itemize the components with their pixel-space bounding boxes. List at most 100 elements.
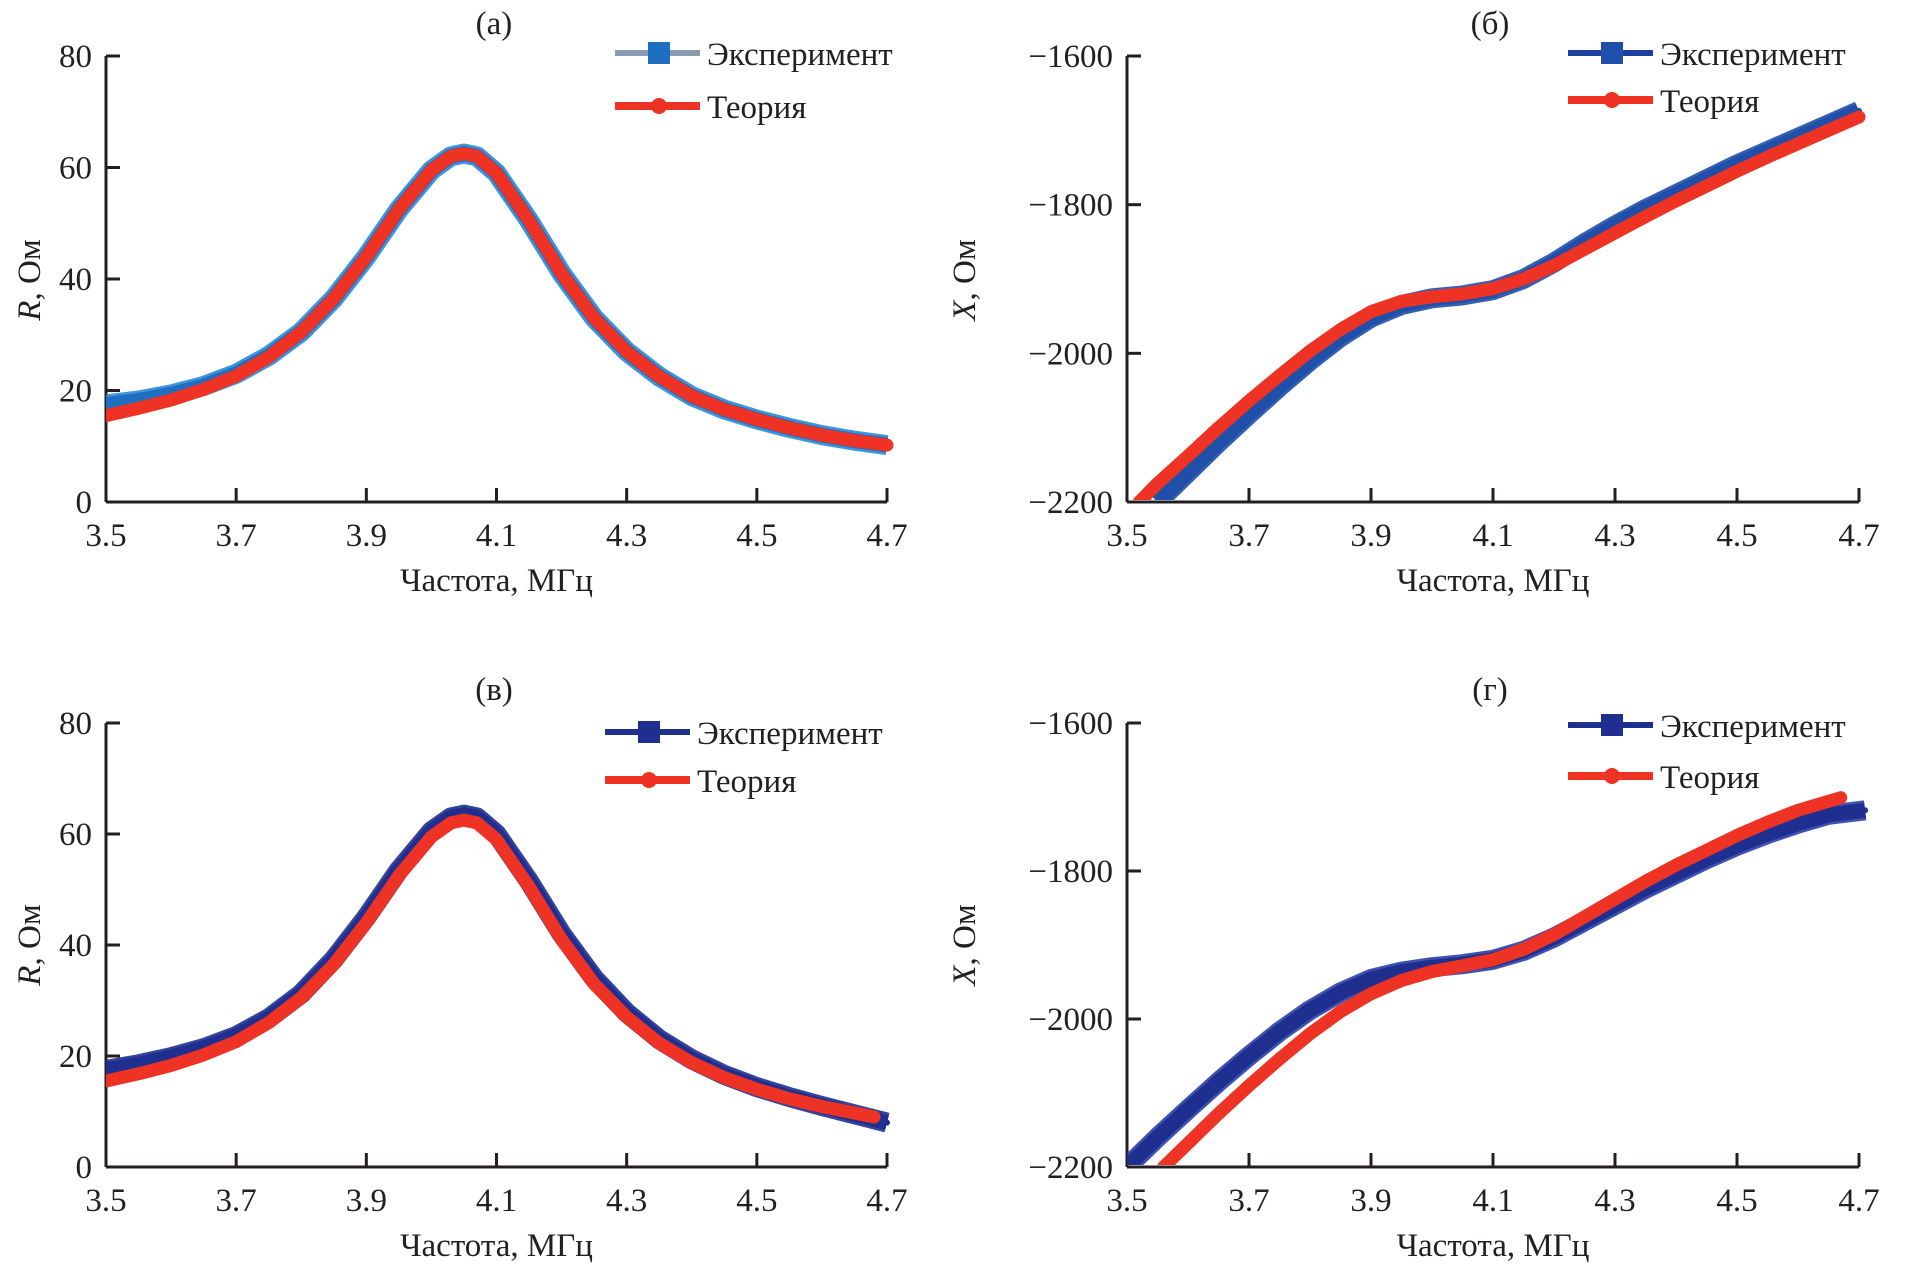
x-tick-label: 3.7	[1228, 518, 1269, 554]
theory-point	[1612, 896, 1618, 902]
theory-point	[526, 218, 532, 223]
theory-point	[1643, 214, 1648, 220]
panel-1: (а) 3.5 3.7 3.9 4.1 4.3 4.5 4.7 0 20 40 60 80 Частота…	[12, 6, 908, 599]
theory-point	[1338, 1009, 1343, 1015]
theory-point	[448, 153, 454, 159]
theory-point	[1582, 246, 1587, 252]
panel-3: (в) 3.5 3.7 3.9 4.1 4.3 4.5 4.7 0 20 40 60 80 Частота…	[12, 672, 908, 1264]
experiment-point	[1246, 411, 1252, 418]
series-theory-line	[106, 147, 894, 452]
theory-point	[1612, 230, 1618, 236]
theory-point	[1368, 991, 1374, 997]
theory-point	[1185, 453, 1191, 459]
y-tick-label: −2000	[1028, 336, 1113, 372]
theory-point	[754, 1086, 760, 1092]
theory-point	[1368, 309, 1374, 315]
theory-point	[1582, 914, 1587, 920]
theory-point	[624, 1014, 630, 1020]
theory-point	[754, 417, 760, 422]
y-tick-label: 60	[59, 817, 92, 853]
x-tick-label: 3.5	[85, 1183, 126, 1219]
theory-point	[1246, 1083, 1252, 1089]
theory-point	[233, 1039, 239, 1045]
theory-point	[1643, 878, 1648, 884]
y-tick-label: 60	[59, 151, 92, 187]
experiment-point	[1734, 842, 1740, 849]
legend-theory-marker	[641, 772, 657, 788]
theory-point	[494, 170, 499, 176]
x-tick-label: 4.7	[1838, 518, 1879, 554]
y-axis-unit: , Ом	[12, 239, 48, 300]
y-axis-title: R, Ом	[12, 904, 48, 987]
theory-point	[1277, 373, 1282, 379]
y-tick-label: −1800	[1028, 854, 1113, 890]
theory-point	[106, 1078, 109, 1084]
theory-point	[1551, 263, 1557, 269]
y-tick-label: −2000	[1028, 1002, 1113, 1038]
y-axis-variable: X	[947, 964, 983, 988]
y-tick-label: 40	[59, 262, 92, 298]
theory-point	[298, 995, 304, 1001]
legend-theory-marker	[1604, 92, 1620, 108]
theory-point	[1399, 298, 1404, 304]
legend-experiment-marker	[648, 42, 670, 64]
x-tick-label: 4.3	[606, 518, 647, 554]
panel-4: (г) 3.5 3.7 3.9 4.1 4.3 4.5 4.7 −2200 −2000 −1800 −…	[947, 672, 1880, 1264]
legend-experiment-label: Эксперимент	[697, 716, 883, 752]
experiment-point	[106, 1066, 109, 1073]
theory-point	[656, 374, 662, 380]
x-axis-title: Частота, МГц	[1397, 1228, 1590, 1264]
theory-point	[266, 1020, 272, 1026]
experiment-point	[1185, 469, 1191, 476]
x-tick-label: 3.7	[1228, 1183, 1269, 1219]
legend-theory-label: Теория	[707, 90, 806, 126]
theory-point	[396, 206, 402, 212]
experiment-point	[135, 1061, 142, 1068]
theory-point	[1307, 1031, 1313, 1037]
theory-point	[331, 296, 337, 301]
y-tick-label: 80	[59, 39, 92, 75]
plot-area	[106, 143, 894, 456]
x-tick-label: 4.5	[736, 1183, 777, 1219]
theory-point	[1734, 833, 1740, 838]
y-axis-variable: X	[947, 299, 983, 323]
y-axis-variable: R	[12, 301, 48, 322]
theory-point	[1399, 978, 1404, 983]
y-tick-label: 0	[76, 485, 93, 521]
x-tick-label: 4.1	[476, 518, 517, 554]
theory-point	[689, 1060, 695, 1066]
theory-point	[1795, 807, 1801, 813]
theory-point	[786, 425, 792, 431]
theory-point	[201, 386, 207, 392]
theory-point	[1429, 294, 1435, 300]
theory-point	[871, 1114, 877, 1120]
y-tick-label: 20	[59, 1039, 92, 1075]
x-tick-label: 4.7	[866, 518, 907, 554]
y-tick-label: −1600	[1028, 39, 1113, 75]
theory-point	[1673, 862, 1679, 868]
plot-area	[1127, 791, 1869, 1165]
theory-point	[852, 438, 857, 444]
theory-point	[1521, 946, 1526, 952]
experiment-point	[1825, 811, 1832, 818]
x-tick-label: 4.5	[736, 518, 777, 554]
theory-point	[1137, 499, 1141, 500]
plot-area	[1133, 101, 1866, 500]
theory-point	[526, 884, 532, 890]
theory-point	[591, 315, 597, 321]
series-experiment-edge	[1127, 800, 1867, 1165]
theory-point	[1460, 291, 1465, 297]
y-axis-title: R, Ом	[12, 239, 48, 322]
theory-point	[1795, 141, 1801, 147]
theory-point	[1765, 154, 1770, 160]
y-tick-label: −2200	[1028, 485, 1113, 521]
theory-point	[1307, 348, 1313, 354]
x-tick-label: 3.5	[1106, 1183, 1147, 1219]
theory-point	[1429, 969, 1435, 975]
theory-point	[1704, 847, 1709, 853]
theory-point	[1521, 276, 1526, 282]
theory-point	[448, 820, 454, 826]
x-axis-title: Частота, МГц	[1397, 563, 1590, 599]
theory-point	[298, 329, 304, 335]
theory-point	[1216, 425, 1221, 431]
